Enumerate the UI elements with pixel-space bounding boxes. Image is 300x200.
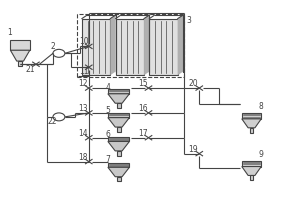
Polygon shape [242,167,261,175]
Bar [242,161,261,167]
Text: 19: 19 [188,145,198,154]
Text: 9: 9 [258,150,263,159]
Polygon shape [108,167,129,177]
Polygon shape [108,141,129,151]
Text: 15: 15 [138,79,147,88]
Bar [242,113,261,119]
Bar [250,175,254,180]
Bar [108,113,129,118]
Text: 2: 2 [51,42,55,51]
Bar [108,137,129,141]
Text: 21: 21 [25,65,35,74]
Text: 10: 10 [79,37,88,46]
Text: 20: 20 [188,79,198,88]
Text: 17: 17 [138,129,147,138]
Bar [82,19,110,75]
Bar [117,127,121,132]
Text: 8: 8 [258,102,263,111]
Bar [108,89,129,94]
Text: 14: 14 [78,129,88,138]
Polygon shape [110,15,116,75]
Bar [11,40,30,50]
Polygon shape [11,50,30,61]
Bar [117,103,121,108]
Bar [250,128,254,133]
Polygon shape [242,119,261,128]
Text: 4: 4 [106,83,111,92]
Polygon shape [108,94,129,103]
Text: 1: 1 [7,28,12,37]
Polygon shape [178,15,183,75]
Text: 18: 18 [78,153,88,162]
Text: 7: 7 [106,155,111,164]
Text: 16: 16 [138,104,147,113]
Bar [149,19,178,75]
Text: 5: 5 [106,106,111,115]
Text: 22: 22 [47,117,57,126]
Polygon shape [108,118,129,127]
Bar [18,61,22,66]
Bar [117,177,121,181]
Polygon shape [144,15,149,75]
Text: 11: 11 [79,67,88,76]
Bar [116,19,144,75]
Text: 12: 12 [78,79,88,88]
Bar [77,14,184,77]
Text: 3: 3 [186,16,191,25]
Text: 13: 13 [78,104,88,113]
Bar [117,151,121,156]
Bar [108,163,129,167]
Text: 6: 6 [106,130,111,139]
